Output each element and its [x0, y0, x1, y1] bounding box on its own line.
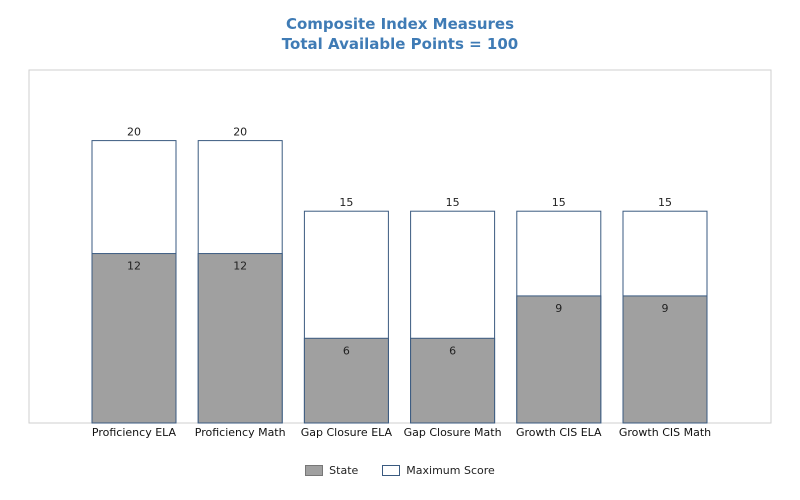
- bar-state-growth-cis-ela: [516, 295, 602, 424]
- category-label-growth-cis-math: Growth CIS Math: [619, 426, 711, 439]
- data-label-state-proficiency-ela: 12: [127, 260, 141, 273]
- data-label-max-proficiency-math: 20: [233, 126, 247, 139]
- legend-label-state: State: [329, 464, 359, 477]
- category-label-proficiency-math: Proficiency Math: [195, 426, 286, 439]
- bar-state-gap-closure-math: [410, 337, 496, 424]
- bar-state-gap-closure-ela: [303, 337, 389, 424]
- category-label-gap-closure-ela: Gap Closure ELA: [301, 426, 393, 439]
- data-label-state-growth-cis-ela: 9: [555, 302, 562, 315]
- data-label-max-growth-cis-ela: 15: [552, 196, 566, 209]
- legend-swatch-maximum-score: [382, 465, 401, 476]
- category-label-gap-closure-math: Gap Closure Math: [404, 426, 502, 439]
- legend-swatch-state: [305, 465, 324, 476]
- category-label-growth-cis-ela: Growth CIS ELA: [516, 426, 602, 439]
- data-label-max-proficiency-ela: 20: [127, 126, 141, 139]
- legend-label-maximum-score: Maximum Score: [406, 464, 495, 477]
- data-label-state-gap-closure-math: 6: [449, 344, 456, 357]
- chart-title: Composite Index Measures: [285, 15, 515, 33]
- category-label-proficiency-ela: Proficiency ELA: [92, 426, 177, 439]
- data-label-state-proficiency-math: 12: [233, 260, 247, 273]
- legend-item-maximum-score: Maximum Score: [382, 464, 495, 477]
- data-label-state-growth-cis-math: 9: [662, 302, 669, 315]
- data-label-max-gap-closure-ela: 15: [339, 196, 353, 209]
- bar-state-growth-cis-math: [622, 295, 708, 424]
- data-label-max-gap-closure-math: 15: [446, 196, 460, 209]
- bar-state-proficiency-ela: [91, 253, 177, 424]
- bars-group: 20 12 Proficiency ELA 20 12 Proficiency Math 1…: [91, 126, 711, 439]
- legend: State Maximum Score: [0, 464, 800, 477]
- data-label-state-gap-closure-ela: 6: [343, 344, 350, 357]
- data-label-max-growth-cis-math: 15: [658, 196, 672, 209]
- bar-state-proficiency-math: [197, 253, 283, 424]
- legend-item-state: State: [305, 464, 358, 477]
- chart-title-block: Composite Index Measures Total Available…: [0, 14, 800, 54]
- chart-subtitle: Total Available Points = 100: [281, 35, 519, 53]
